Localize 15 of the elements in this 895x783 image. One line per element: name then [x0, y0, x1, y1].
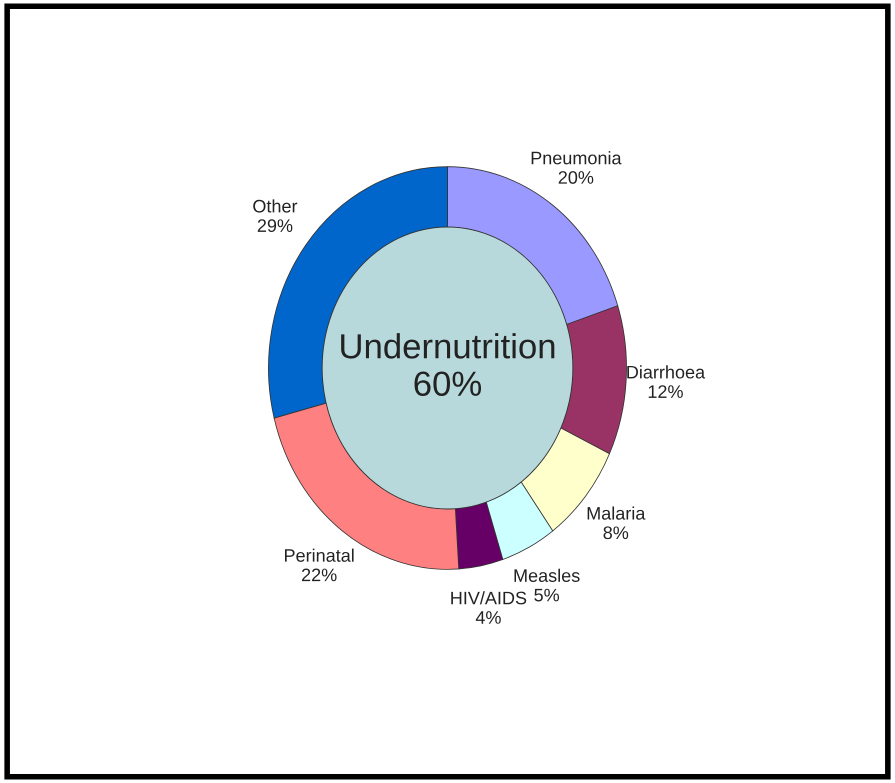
data-label: 22% — [302, 568, 337, 582]
slice-label: Malaria — [588, 506, 646, 520]
slice-label: HIV/AIDS — [451, 591, 526, 604]
data-label: 29% — [258, 219, 292, 232]
data-label: 8% — [604, 526, 628, 540]
slice-label: Diarrhoea — [627, 365, 706, 379]
slice-label: Pneumonia — [532, 151, 622, 164]
text: Undernutrition 60% — [341, 333, 554, 396]
slice-label: Perinatal — [284, 548, 354, 562]
data-label: 12% — [648, 385, 683, 398]
slice-label: Measles — [514, 568, 580, 582]
slice-label: Other — [253, 199, 298, 213]
data-label: 20% — [558, 171, 594, 184]
data-label: 5% — [534, 588, 560, 602]
data-label: 4% — [476, 611, 501, 624]
